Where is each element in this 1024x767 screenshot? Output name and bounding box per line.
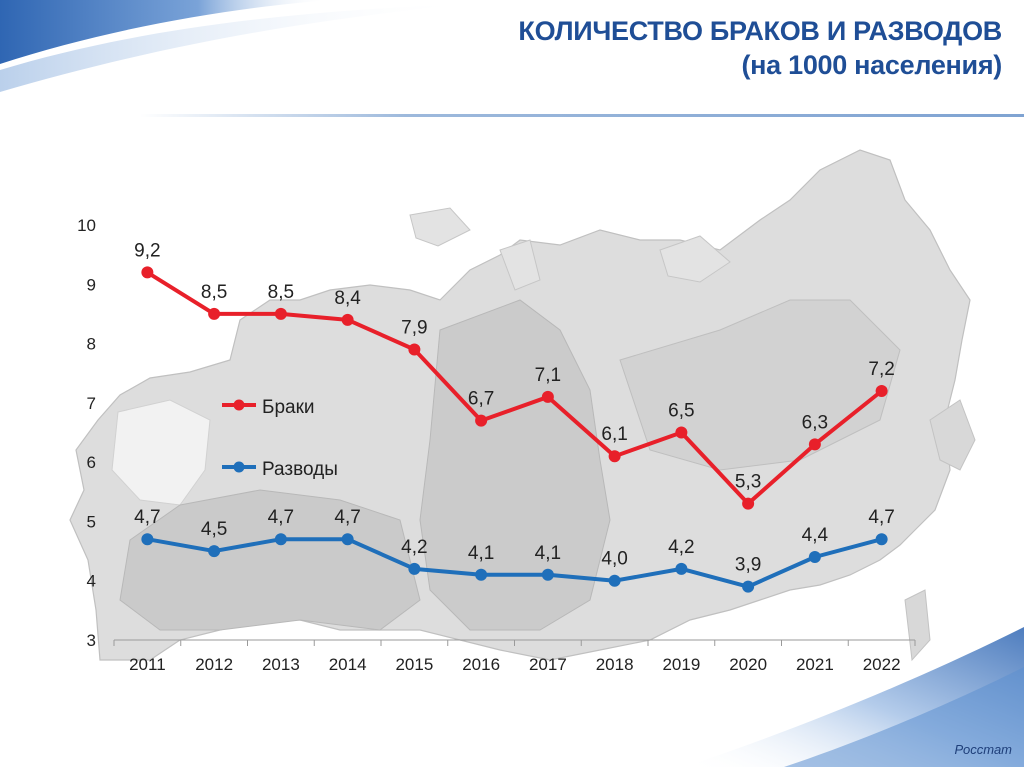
data-label-marriages: 8,5 (201, 282, 227, 303)
y-tick-label: 8 (87, 335, 96, 354)
data-label-divorces: 4,2 (668, 537, 694, 558)
data-label-divorces: 4,7 (334, 507, 360, 528)
data-point-marriages (541, 390, 554, 403)
x-tick-label: 2021 (796, 655, 834, 674)
source-label: Росстат (954, 742, 1013, 757)
series-line-divorces (147, 537, 883, 589)
data-point-divorces (742, 580, 755, 593)
x-tick-label: 2020 (729, 655, 767, 674)
data-point-divorces (608, 574, 621, 587)
data-label-divorces: 4,7 (868, 507, 894, 528)
data-point-divorces (875, 533, 888, 546)
legend-marker-divorces (233, 461, 245, 473)
x-tick-label: 2017 (529, 655, 567, 674)
data-point-divorces (141, 533, 154, 546)
y-tick-label: 4 (87, 572, 96, 591)
data-label-divorces: 4,7 (134, 507, 160, 528)
page-title: КОЛИЧЕСТВО БРАКОВ И РАЗВОДОВ (518, 16, 1002, 46)
legend-label-divorces: Разводы (262, 459, 338, 480)
data-point-marriages (408, 343, 421, 356)
page-title-block: КОЛИЧЕСТВО БРАКОВ И РАЗВОДОВ (на 1000 на… (518, 14, 1002, 82)
x-tick-label: 2013 (262, 655, 300, 674)
data-label-marriages: 5,3 (735, 472, 761, 493)
page-subtitle: (на 1000 населения) (741, 50, 1002, 80)
data-point-marriages (808, 438, 821, 451)
legend-item-marriages: Браки (222, 397, 315, 418)
data-point-marriages (274, 307, 287, 320)
data-point-divorces (675, 562, 688, 575)
x-tick-label: 2015 (395, 655, 433, 674)
data-point-marriages (475, 414, 488, 427)
y-tick-label: 7 (87, 394, 96, 413)
data-point-marriages (208, 307, 221, 320)
x-tick-label: 2011 (129, 655, 166, 674)
legend-marker-marriages (233, 399, 245, 411)
data-point-marriages (341, 313, 354, 326)
data-label-divorces: 4,0 (601, 549, 627, 570)
data-label-marriages: 7,2 (868, 359, 894, 380)
data-label-marriages: 6,5 (668, 401, 694, 422)
legend-item-divorces: Разводы (222, 459, 338, 480)
data-point-marriages (608, 450, 621, 463)
data-point-marriages (742, 497, 755, 510)
data-point-divorces (475, 568, 488, 581)
data-point-divorces (208, 545, 221, 558)
data-point-divorces (541, 568, 554, 581)
y-tick-label: 6 (87, 453, 96, 472)
data-label-divorces: 4,7 (268, 507, 294, 528)
data-label-marriages: 6,3 (802, 412, 828, 433)
data-point-divorces (274, 533, 287, 546)
data-label-divorces: 3,9 (735, 555, 761, 576)
data-label-marriages: 8,4 (334, 288, 361, 309)
title-divider (140, 114, 1024, 117)
series-line-marriages (146, 270, 883, 506)
data-label-divorces: 4,1 (535, 543, 561, 564)
data-label-marriages: 7,1 (535, 365, 561, 386)
chart-series (141, 266, 888, 593)
data-point-marriages (675, 426, 688, 439)
y-tick-label: 9 (87, 275, 96, 294)
x-tick-label: 2012 (195, 655, 233, 674)
y-tick-label: 10 (77, 216, 96, 235)
data-label-divorces: 4,1 (468, 543, 494, 564)
data-label-marriages: 6,7 (468, 389, 494, 410)
x-tick-label: 2022 (863, 655, 901, 674)
x-tick-label: 2018 (596, 655, 634, 674)
x-tick-label: 2016 (462, 655, 500, 674)
footer-swoosh-decoration (684, 627, 1024, 767)
data-point-divorces (808, 551, 821, 563)
data-label-marriages: 9,2 (134, 240, 160, 261)
data-point-marriages (875, 385, 888, 397)
data-point-divorces (341, 533, 354, 546)
data-point-divorces (408, 562, 421, 575)
data-label-marriages: 8,5 (268, 282, 294, 303)
y-tick-label: 5 (87, 512, 96, 531)
data-label-divorces: 4,4 (802, 525, 829, 546)
x-tick-label: 2014 (329, 655, 367, 674)
x-tick-label: 2019 (662, 655, 700, 674)
data-label-marriages: 6,1 (601, 424, 627, 445)
data-label-divorces: 4,2 (401, 537, 427, 558)
chart-legend: Браки Разводы (222, 397, 338, 480)
data-point-marriages (141, 266, 154, 279)
chart-axes: 2011 2012 2013 2014 2015 2016 2017 2018 2019 2020… (77, 216, 916, 674)
chart-data-labels: 9,2 8,5 8,5 8,4 7,9 6,7 7,1 6,1 6,5 5,3 6,3 7,2 4,7 4… (134, 240, 895, 575)
header-swoosh-decoration (0, 0, 470, 92)
legend-label-marriages: Браки (262, 397, 315, 418)
data-label-marriages: 7,9 (401, 318, 427, 339)
y-tick-label: 3 (87, 631, 96, 650)
data-label-divorces: 4,5 (201, 519, 227, 540)
